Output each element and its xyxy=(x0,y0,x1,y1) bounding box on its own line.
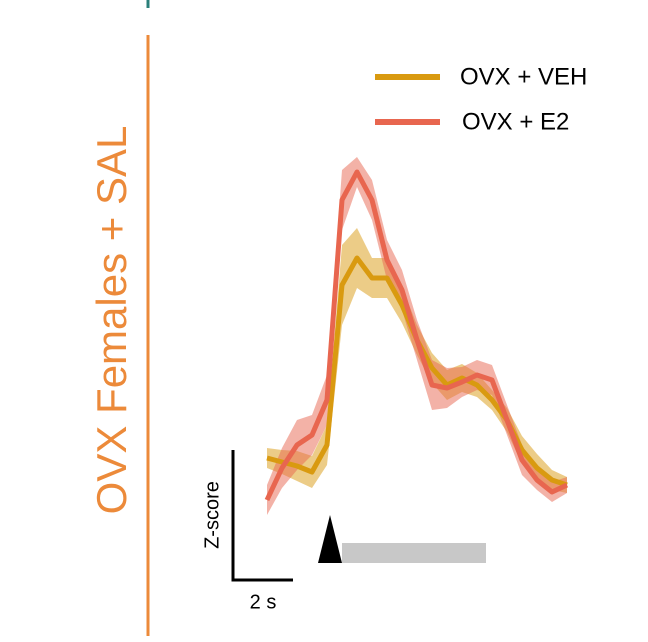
line xyxy=(264,169,569,502)
legend-label: OVX + VEH xyxy=(460,63,587,90)
scale-bar-y-label: Z-score xyxy=(201,481,223,549)
legend-label: OVX + E2 xyxy=(462,108,569,135)
scale-bar-x-label: 2 s xyxy=(250,591,277,613)
panel-label: OVX Females + SAL xyxy=(88,126,135,515)
scale-bar xyxy=(231,450,293,582)
stimulus-onset xyxy=(318,515,342,563)
stimulus-bar xyxy=(342,543,486,563)
